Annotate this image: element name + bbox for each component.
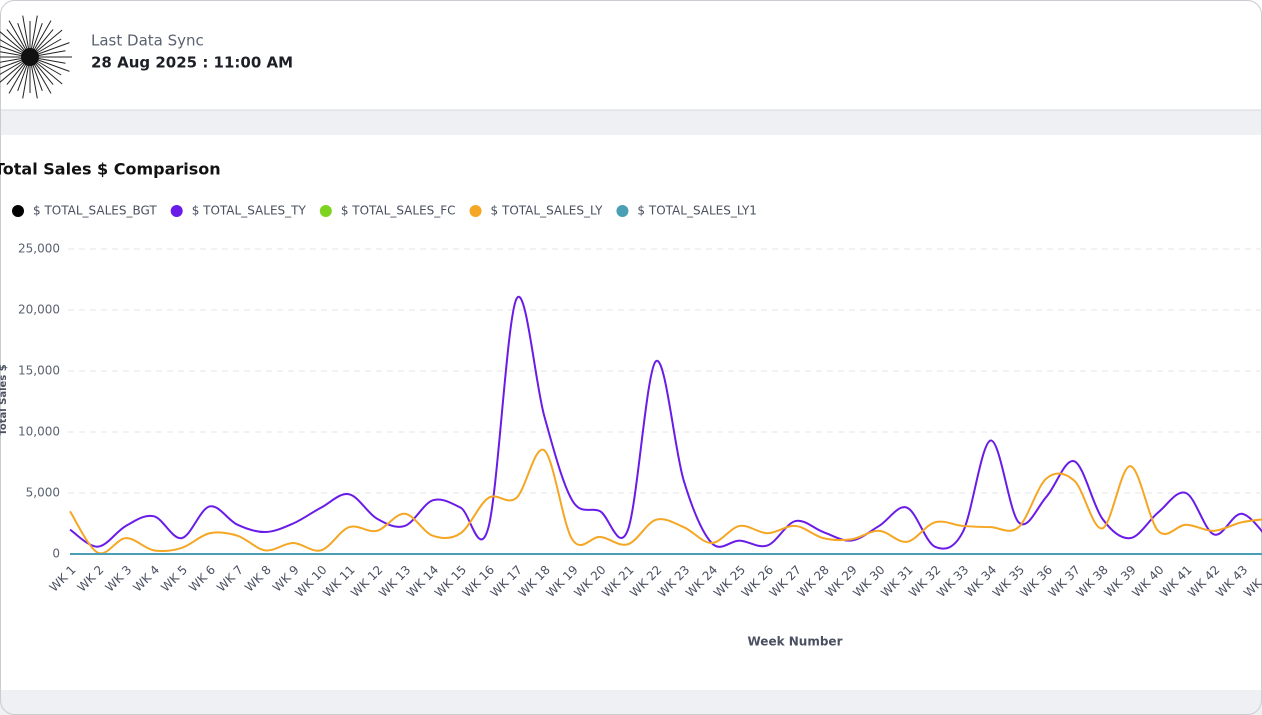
legend-marker (616, 205, 629, 217)
legend-marker (12, 205, 24, 217)
legend-label: $ TOTAL_SALES_BGT (33, 204, 157, 218)
legend-marker (319, 205, 332, 217)
icon-core (21, 48, 39, 66)
y-tick-label: 25,000 (18, 242, 60, 256)
sync-time: 28 Aug 2025 : 11:00 AM (91, 54, 293, 72)
y-tick-label: 15,000 (18, 364, 60, 378)
legend-label: $ TOTAL_SALES_FC (341, 204, 456, 218)
sync-label: Last Data Sync (91, 32, 204, 50)
x-axis-label: Week Number (748, 635, 843, 649)
series-line (69, 295, 1262, 550)
y-tick-label: 20,000 (18, 303, 60, 317)
legend-label: $ TOTAL_SALES_TY (192, 204, 307, 218)
legend-label: $ TOTAL_SALES_LY1 (637, 204, 757, 218)
sync-icon (0, 15, 72, 99)
y-tick-label: 5,000 (26, 486, 60, 500)
legend-marker (170, 205, 183, 217)
chart-card (0, 135, 1262, 690)
y-tick-label: 0 (52, 547, 60, 561)
y-tick-label: 10,000 (18, 425, 60, 439)
chart-title: Total Sales $ Comparison (0, 160, 221, 179)
legend-label: $ TOTAL_SALES_LY (491, 204, 604, 218)
series-line (69, 448, 1262, 555)
y-axis-label: Total Sales $ (0, 364, 9, 435)
legend-marker (469, 205, 482, 217)
header-panel (0, 0, 1262, 110)
